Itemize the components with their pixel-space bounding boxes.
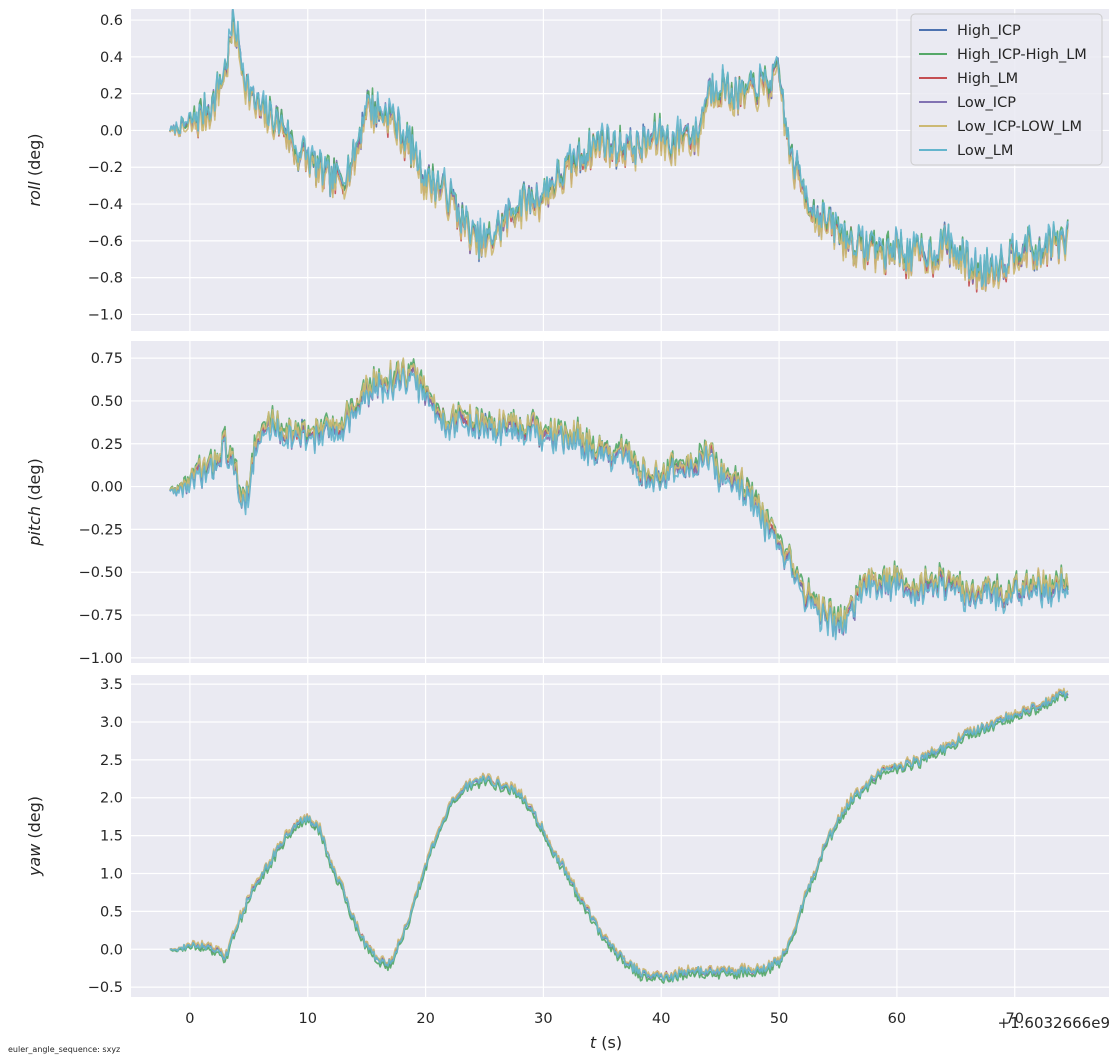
panel-yaw: 3.5 3.0 2.5 2.0 1.5 1.0 0.5 0.0 −0.5 yaw (deg) 0 10…	[25, 675, 1109, 1027]
y-tick-label: 0.25	[91, 437, 123, 453]
y-tick-label: −0.25	[79, 522, 123, 538]
x-tick-label: 10	[299, 1011, 317, 1027]
y-tick-label: −0.2	[88, 160, 123, 176]
y-tick-label: −0.5	[88, 980, 123, 996]
series-line-Low_ICP-LOW_LM	[169, 687, 1069, 979]
x-axis-label-var: t	[590, 1033, 597, 1052]
y-tick-label: −0.4	[88, 197, 123, 213]
legend-box	[910, 13, 1103, 166]
series-line-Low_ICP-LOW_LM	[169, 21, 1069, 292]
y-axis-label-unit: (deg)	[25, 796, 44, 844]
footer-note: euler_angle_sequence: sxyz	[8, 1045, 120, 1054]
legend: High_ICP High_ICP-High_LM High_LM Low_ICP Lo…	[910, 13, 1103, 166]
y-axis-label-yaw: yaw (deg)	[25, 796, 44, 877]
y-tick-label: 3.5	[100, 677, 123, 693]
series-line-Low_ICP-LOW_LM	[169, 357, 1069, 631]
y-tick-label: 1.5	[100, 829, 123, 845]
y-axis-label-roll: roll (deg)	[25, 134, 44, 207]
y-tick-label: −0.6	[88, 234, 123, 250]
x-offset-label: +1.6032666e9	[998, 1014, 1110, 1032]
y-axis-label-pitch: pitch (deg)	[25, 458, 44, 547]
y-axis-label-var: roll	[25, 181, 44, 207]
y-tick-label: 0.0	[100, 123, 123, 139]
legend-label: High_ICP	[957, 23, 1021, 39]
series-group	[169, 357, 1069, 641]
y-tick-label: 0.2	[100, 87, 123, 103]
y-tick-label: 1.0	[100, 867, 123, 883]
y-tick-label: 2.0	[100, 791, 123, 807]
legend-label: High_LM	[957, 71, 1018, 87]
y-axis-label-var: yaw	[25, 843, 44, 877]
y-axis-label-unit: (deg)	[25, 134, 44, 182]
legend-label: Low_ICP	[957, 95, 1016, 111]
series-group	[169, 687, 1069, 984]
y-tick-label: 0.50	[91, 394, 123, 410]
legend-label: Low_ICP-LOW_LM	[957, 119, 1082, 135]
x-tick-label: 70	[1006, 1011, 1024, 1027]
y-tick-label: 0.5	[100, 904, 123, 920]
plot-area	[131, 341, 1109, 663]
panel-pitch: 0.75 0.50 0.25 0.00 −0.25 −0.50 −0.75 −1.00 pitc…	[25, 341, 1109, 667]
x-tick-label: 60	[888, 1011, 906, 1027]
y-tick-label: 0.00	[91, 480, 123, 496]
x-axis-label-unit: (s)	[596, 1033, 622, 1052]
y-tick-label: 2.5	[100, 753, 123, 769]
x-tick-label: 40	[652, 1011, 670, 1027]
series-line-Low_LM	[169, 367, 1069, 641]
series-line-Low_LM	[169, 9, 1069, 288]
y-tick-label: −1.00	[79, 651, 123, 667]
y-tick-label: −0.8	[88, 271, 123, 287]
series-group	[169, 9, 1069, 293]
y-axis-label-var: pitch	[25, 506, 44, 547]
y-tick-label: −1.0	[88, 307, 123, 323]
y-tick-label: 0.4	[100, 50, 123, 66]
y-tick-label: 3.0	[100, 715, 123, 731]
x-tick-label: 20	[416, 1011, 434, 1027]
y-tick-label: 0.6	[100, 13, 123, 29]
y-axis-label-unit: (deg)	[25, 458, 44, 506]
y-tick-label: −0.75	[79, 608, 123, 624]
x-tick-label: 0	[185, 1011, 194, 1027]
legend-label: Low_LM	[957, 143, 1013, 159]
x-tick-label: 30	[534, 1011, 552, 1027]
series-line-Low_LM	[169, 690, 1068, 982]
x-tick-label: 50	[770, 1011, 788, 1027]
x-axis-label: t (s)	[590, 1033, 622, 1052]
y-tick-label: 0.75	[91, 351, 123, 367]
y-tick-label: 0.0	[100, 942, 123, 958]
y-tick-label: −0.50	[79, 565, 123, 581]
legend-label: High_ICP-High_LM	[957, 47, 1087, 63]
